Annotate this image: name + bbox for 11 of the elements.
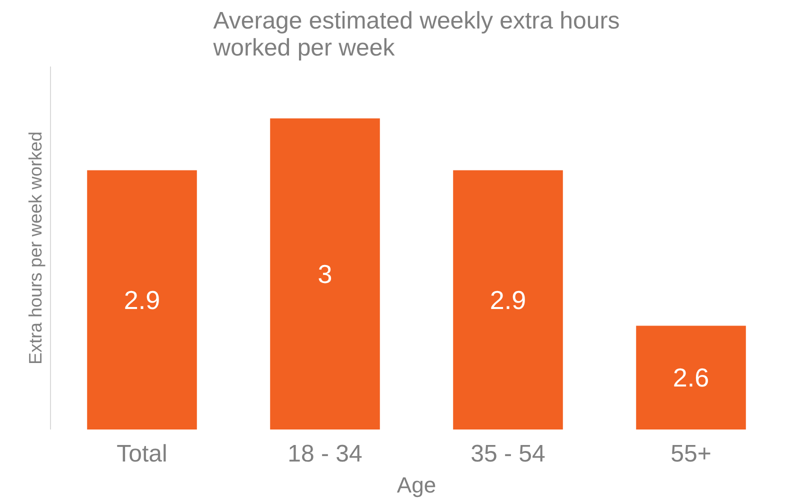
- data-label: 2.9: [490, 284, 526, 315]
- x-tick-label: 18 - 34: [288, 440, 362, 468]
- x-axis-title: Age: [396, 472, 436, 498]
- x-tick-label: Total: [116, 440, 168, 468]
- data-label: 2.6: [672, 362, 710, 393]
- chart-title: Average estimated weekly extra hours worked per week: [212, 8, 620, 62]
- data-label: 2.9: [124, 284, 160, 315]
- data-label: 3: [318, 258, 332, 289]
- x-tick-label: 55+: [670, 440, 712, 468]
- y-axis-title: Extra hours per week worked: [26, 131, 46, 365]
- x-tick-label: 35 - 54: [470, 440, 546, 468]
